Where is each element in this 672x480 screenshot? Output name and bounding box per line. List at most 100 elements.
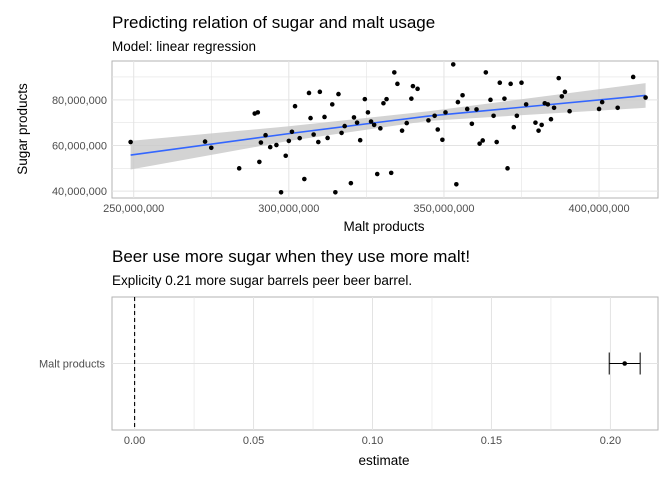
data-point bbox=[562, 89, 568, 95]
data-point bbox=[519, 80, 524, 85]
data-point bbox=[274, 142, 279, 148]
data-point bbox=[502, 96, 507, 101]
x-tick-label: 0.15 bbox=[481, 435, 502, 447]
data-point bbox=[483, 70, 489, 75]
x-tick-label: 0.00 bbox=[124, 435, 145, 447]
data-point bbox=[257, 159, 262, 165]
scatter-x-tick-labels: 250,000,000 300,000,000 350,000,000 400,000… bbox=[103, 203, 630, 215]
scatter-y-tick-labels: 40,000,000 60,000,000 80,000,000 bbox=[52, 95, 107, 198]
data-point bbox=[488, 97, 493, 103]
scatter-title: Predicting relation of sugar and malt us… bbox=[112, 13, 435, 32]
data-point bbox=[348, 180, 354, 186]
data-point bbox=[208, 145, 214, 151]
x-tick-label: 0.05 bbox=[243, 435, 264, 447]
data-point bbox=[505, 166, 510, 171]
data-point bbox=[533, 120, 538, 125]
data-point bbox=[460, 92, 465, 98]
x-tick-label: 300,000,000 bbox=[258, 203, 319, 215]
confidence-band bbox=[130, 83, 646, 170]
data-point bbox=[410, 83, 416, 89]
data-point bbox=[454, 182, 459, 187]
data-point bbox=[302, 176, 307, 182]
regression-fit-line bbox=[130, 94, 646, 156]
confidence-band-area bbox=[130, 83, 646, 170]
data-point bbox=[399, 128, 405, 133]
data-point bbox=[559, 94, 565, 99]
data-point bbox=[432, 113, 437, 119]
data-point bbox=[325, 135, 330, 141]
scatter-panel bbox=[111, 60, 659, 199]
data-point bbox=[643, 95, 648, 100]
data-point bbox=[384, 96, 389, 102]
data-point bbox=[306, 90, 312, 96]
x-tick-label: 0.20 bbox=[600, 435, 621, 447]
data-point bbox=[378, 126, 383, 131]
data-point bbox=[435, 127, 441, 132]
data-point bbox=[404, 120, 410, 126]
coefficient-x-tick-labels: 0.00 0.05 0.10 0.15 0.20 bbox=[124, 435, 621, 447]
data-point bbox=[342, 123, 347, 129]
data-point bbox=[286, 138, 292, 144]
data-point bbox=[567, 108, 572, 114]
data-point bbox=[556, 75, 562, 81]
coefficient-term-labels: Malt products bbox=[39, 359, 106, 371]
data-point bbox=[317, 89, 323, 95]
data-point bbox=[289, 129, 295, 135]
data-point bbox=[311, 132, 316, 137]
coefficient-x-axis-label: estimate bbox=[358, 453, 409, 468]
data-point bbox=[381, 100, 386, 106]
data-point bbox=[368, 119, 374, 124]
data-point bbox=[548, 116, 554, 122]
data-point bbox=[480, 138, 486, 143]
scatter-subtitle: Model: linear regression bbox=[112, 39, 256, 54]
x-tick-label: 0.10 bbox=[362, 435, 383, 447]
data-point bbox=[426, 118, 431, 123]
data-point bbox=[440, 137, 445, 143]
data-point bbox=[545, 102, 551, 107]
data-point bbox=[477, 141, 482, 146]
data-point bbox=[536, 128, 541, 133]
x-tick-label: 350,000,000 bbox=[413, 203, 474, 215]
data-point bbox=[322, 114, 327, 120]
data-point bbox=[202, 139, 208, 144]
data-point bbox=[365, 110, 371, 115]
data-point bbox=[354, 120, 360, 125]
data-point bbox=[443, 110, 448, 115]
data-point bbox=[508, 81, 513, 87]
data-point bbox=[362, 96, 368, 102]
data-point bbox=[392, 70, 397, 75]
data-point bbox=[491, 113, 496, 119]
data-point bbox=[455, 99, 461, 105]
data-point bbox=[409, 96, 414, 101]
coefficient-title: Beer use more sugar when they use more m… bbox=[112, 247, 470, 266]
data-point bbox=[494, 139, 499, 145]
data-point bbox=[395, 81, 400, 87]
scatter-chart: Predicting relation of sugar and malt us… bbox=[15, 13, 659, 234]
data-point bbox=[371, 122, 377, 128]
data-point bbox=[469, 121, 475, 127]
data-point bbox=[514, 113, 520, 119]
data-point bbox=[333, 189, 338, 195]
y-tick-label: 60,000,000 bbox=[52, 140, 107, 152]
data-point bbox=[263, 132, 268, 138]
data-point bbox=[599, 99, 605, 105]
data-point bbox=[596, 106, 602, 112]
regression-line bbox=[130, 94, 646, 156]
data-point bbox=[615, 105, 620, 111]
data-point bbox=[415, 86, 420, 92]
data-point bbox=[297, 135, 302, 141]
data-point bbox=[474, 107, 479, 112]
data-point bbox=[128, 139, 133, 145]
coefficient-subtitle: Explicity 0.21 more sugar barrels peer b… bbox=[112, 273, 412, 288]
data-point bbox=[292, 103, 298, 109]
data-point bbox=[316, 139, 321, 145]
data-point bbox=[351, 115, 357, 120]
scatter-points bbox=[128, 62, 648, 195]
data-point bbox=[267, 144, 273, 150]
data-point bbox=[497, 80, 503, 85]
coefficient-marks bbox=[608, 352, 641, 375]
data-point bbox=[539, 122, 544, 128]
data-point bbox=[283, 153, 289, 159]
